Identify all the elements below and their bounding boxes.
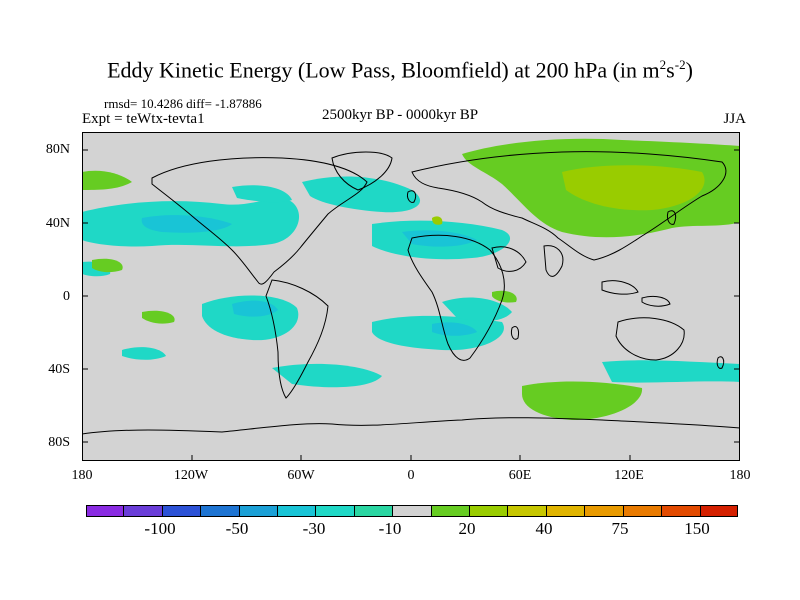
colorbar-cell <box>623 505 663 517</box>
lat-label-80n: 80N <box>45 142 70 157</box>
negative-anomaly-cores <box>141 215 477 336</box>
plot-title: Eddy Kinetic Energy (Low Pass, Bloomfiel… <box>107 57 693 83</box>
colorbar-cell <box>431 505 471 517</box>
colorbar-cell <box>316 505 355 517</box>
colorbar-cell <box>278 505 317 517</box>
season-label: JJA <box>723 111 746 127</box>
lat-label-80s: 80S <box>48 435 70 450</box>
colorbar-label: 20 <box>458 519 476 538</box>
lon-label-120e: 120E <box>614 468 644 483</box>
colorbar-label: 40 <box>535 519 553 538</box>
experiment-label: Expt = teWtx-tevta1 <box>82 111 205 127</box>
lat-label-40s: 40S <box>48 362 70 377</box>
colorbar-cell <box>162 505 202 517</box>
colorbar-cell <box>393 505 432 517</box>
colorbar-cell <box>546 505 586 517</box>
colorbar-cell <box>508 505 547 517</box>
colorbar-cell <box>86 505 125 517</box>
lon-label-0: 0 <box>407 468 415 483</box>
colorbar-label: 75 <box>611 519 629 538</box>
colorbar-label: -100 <box>144 519 176 538</box>
positive-anomaly-cores <box>432 165 705 225</box>
period-label: 2500kyr BP - 0000kyr BP <box>321 107 479 123</box>
lon-label-60e: 60E <box>508 468 532 483</box>
colorbar-label: -50 <box>225 519 249 538</box>
colorbar-label: -30 <box>302 519 326 538</box>
colorbar-cell <box>239 505 279 517</box>
lon-label-180e: 180 <box>729 468 751 483</box>
map-plot <box>82 132 740 461</box>
colorbar-label: -10 <box>378 519 402 538</box>
colorbar-label: 150 <box>684 519 710 538</box>
colorbar-cell <box>585 505 624 517</box>
colorbar-cell <box>124 505 163 517</box>
coastlines <box>82 151 740 435</box>
colorbar-cell <box>470 505 509 517</box>
lat-label-40n: 40N <box>45 216 70 231</box>
lon-label-120w: 120W <box>173 468 209 483</box>
lon-label-180w: 180 <box>71 468 93 483</box>
lon-label-60w: 60W <box>287 468 315 483</box>
lat-label-eq: 0 <box>63 289 70 304</box>
stats-label: rmsd= 10.4286 diff= -1.87886 <box>104 96 262 111</box>
colorbar-frame <box>86 505 738 517</box>
colorbar <box>86 505 738 517</box>
colorbar-cell <box>662 505 701 517</box>
colorbar-cell <box>354 505 394 517</box>
colorbar-cell <box>700 505 738 517</box>
colorbar-cell <box>201 505 240 517</box>
axis-ticks <box>82 149 740 461</box>
